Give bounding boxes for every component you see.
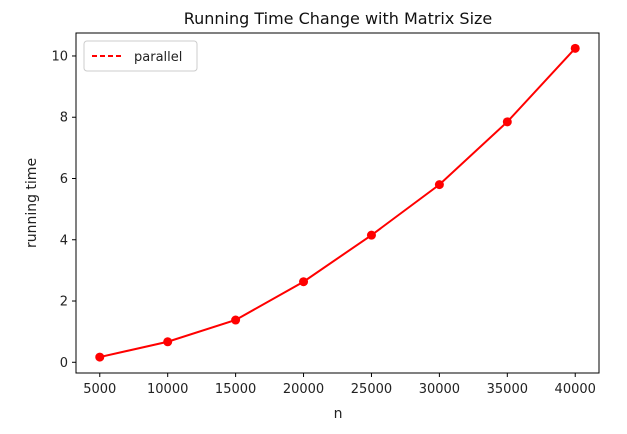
- x-tick-label: 10000: [147, 382, 188, 397]
- series-layer: [95, 43, 580, 362]
- data-point: [163, 337, 173, 347]
- y-axis-label: running time: [24, 158, 40, 248]
- y-axis: 0 2 4 6 8 10: [51, 49, 76, 371]
- series-line-parallel: [99, 47, 576, 359]
- y-tick-label: 4: [60, 233, 68, 248]
- legend-box: [83, 40, 198, 72]
- x-axis-label: n: [334, 406, 343, 422]
- x-tick-label: 30000: [419, 382, 460, 397]
- plot-area: [75, 32, 600, 374]
- data-point: [95, 352, 105, 362]
- data-point: [299, 277, 309, 287]
- data-point: [366, 230, 376, 240]
- chart-title: Running Time Change with Matrix Size: [184, 9, 493, 28]
- x-tick-label: 35000: [487, 382, 528, 397]
- data-point: [570, 43, 580, 53]
- y-tick-label: 6: [60, 172, 68, 187]
- x-tick-label: 40000: [555, 382, 596, 397]
- legend: parallel: [83, 40, 198, 72]
- data-point: [502, 117, 512, 127]
- legend-entry-parallel: parallel: [134, 50, 182, 65]
- data-point: [434, 180, 444, 190]
- y-tick-label: 0: [60, 356, 68, 371]
- x-tick-label: 25000: [351, 382, 392, 397]
- data-point: [231, 315, 241, 325]
- y-tick-label: 10: [51, 49, 68, 64]
- x-tick-label: 5000: [83, 382, 116, 397]
- y-tick-label: 8: [60, 111, 68, 126]
- x-axis: 5000 10000 15000 20000 25000 30000 35000 40000: [83, 373, 596, 397]
- y-tick-label: 2: [60, 295, 68, 310]
- x-tick-label: 20000: [283, 382, 324, 397]
- x-tick-label: 15000: [215, 382, 256, 397]
